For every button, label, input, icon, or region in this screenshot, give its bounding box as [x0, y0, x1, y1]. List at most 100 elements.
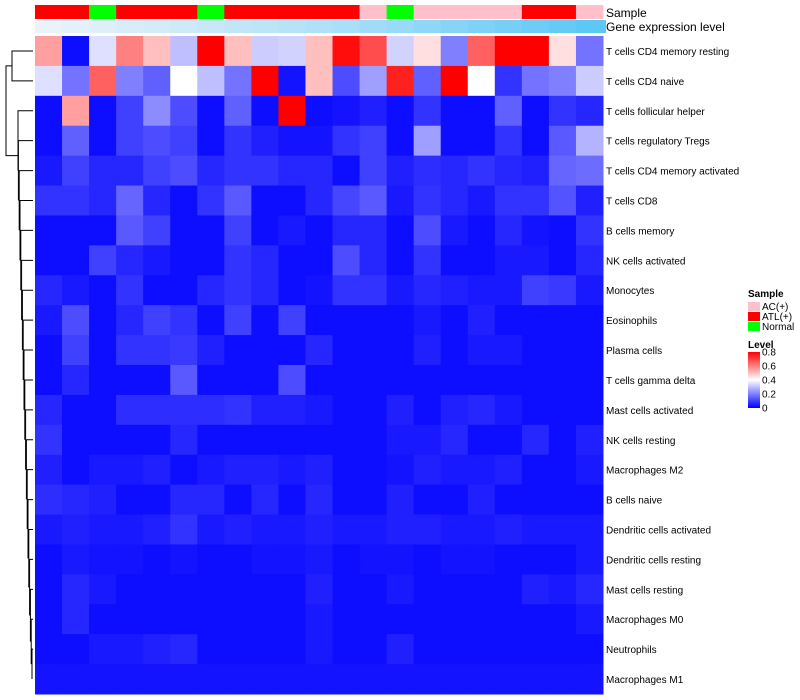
- heatmap-cell: [143, 185, 171, 216]
- heatmap-cell: [197, 155, 225, 187]
- row-label: T cells regulatory Tregs: [606, 137, 710, 148]
- heatmap-cell: [359, 574, 388, 605]
- heatmap-cell: [548, 245, 577, 276]
- level-annotation-cell: [251, 20, 279, 33]
- heatmap-cell: [521, 484, 550, 516]
- heatmap-cell: [440, 245, 469, 276]
- sample-annotation-cell: [62, 5, 90, 19]
- heatmap-cell: [548, 634, 577, 665]
- heatmap-cell: [521, 365, 550, 396]
- heatmap-cell: [224, 335, 252, 366]
- level-annotation-cell: [548, 20, 577, 33]
- heatmap-cell: [89, 155, 117, 187]
- level-annotation-cell: [603, 20, 606, 33]
- heatmap-cell: [278, 484, 306, 516]
- heatmap-cell: [35, 36, 63, 67]
- heatmap-cell: [386, 544, 415, 575]
- heatmap-cell: [494, 185, 523, 216]
- heatmap-cell: [548, 335, 577, 366]
- heatmap-cell: [548, 424, 577, 456]
- heatmap-cell: [197, 574, 225, 605]
- heatmap-cell: [575, 335, 604, 366]
- heatmap-cell: [386, 335, 415, 366]
- heatmap-cell: [197, 36, 225, 67]
- heatmap-cell: [197, 95, 225, 127]
- heatmap-cell: [575, 65, 604, 97]
- heatmap-cell: [62, 36, 90, 67]
- sample-annotation-cell: [575, 5, 604, 19]
- heatmap-cell: [224, 544, 252, 575]
- heatmap-cell: [251, 394, 279, 426]
- heatmap-cell: [440, 365, 469, 396]
- heatmap-cell: [494, 664, 523, 695]
- row-label: Dendritic cells activated: [606, 526, 711, 537]
- heatmap-cell: [467, 335, 496, 366]
- heatmap-cell: [494, 275, 523, 306]
- heatmap-cell: [494, 36, 523, 67]
- heatmap-cell: [35, 664, 63, 695]
- sample-legend-swatch: [748, 312, 760, 321]
- heatmap-cell: [305, 514, 334, 545]
- heatmap-cell: [359, 484, 388, 516]
- heatmap-cell: [494, 634, 523, 665]
- heatmap-cell: [413, 634, 442, 665]
- heatmap-cell: [305, 245, 334, 276]
- heatmap-cell: [197, 454, 225, 486]
- heatmap-cell: [521, 185, 550, 216]
- row-label: T cells CD4 naive: [606, 77, 685, 88]
- heatmap-cell: [440, 544, 469, 575]
- heatmap-cell: [467, 544, 496, 575]
- row-label: T cells CD4 memory resting: [606, 47, 729, 58]
- heatmap-cell: [35, 95, 63, 127]
- heatmap-cell: [170, 95, 198, 127]
- heatmap-cell: [170, 155, 198, 187]
- level-legend-title: Level: [748, 340, 774, 351]
- heatmap-cell: [413, 155, 442, 187]
- heatmap-cell: [305, 424, 334, 456]
- dendrogram-branch: [20, 229, 33, 291]
- heatmap-cell: [386, 424, 415, 456]
- heatmap-cell: [440, 36, 469, 67]
- heatmap-cell: [278, 95, 306, 127]
- heatmap-cell: [143, 275, 171, 306]
- heatmap-cell: [170, 454, 198, 486]
- heatmap-cell: [224, 215, 252, 246]
- heatmap-cell: [332, 155, 361, 187]
- heatmap-cell: [332, 185, 361, 216]
- heatmap-cell: [332, 305, 361, 336]
- heatmap-cell: [305, 454, 334, 486]
- heatmap-cell: [359, 215, 388, 246]
- heatmap-cell: [494, 484, 523, 516]
- heatmap-cell: [386, 365, 415, 396]
- heatmap-cell: [35, 335, 63, 366]
- heatmap-cell: [116, 245, 144, 276]
- heatmap-cell: [359, 245, 388, 276]
- heatmap-cell: [305, 335, 334, 366]
- heatmap-cell: [224, 484, 252, 516]
- heatmap-cell: [35, 365, 63, 396]
- heatmap-cell: [575, 155, 604, 187]
- heatmap-cell: [116, 65, 144, 97]
- row-label: Eosinophils: [606, 316, 657, 327]
- heatmap-cell: [89, 185, 117, 216]
- heatmap-cell: [332, 335, 361, 366]
- heatmap-cell: [548, 185, 577, 216]
- heatmap-cell: [467, 484, 496, 516]
- heatmap-cell: [305, 215, 334, 246]
- heatmap-cell: [521, 215, 550, 246]
- level-annotation-cell: [197, 20, 225, 33]
- heatmap-cell: [116, 335, 144, 366]
- heatmap-cell: [35, 65, 63, 97]
- heatmap-cell: [413, 335, 442, 366]
- heatmap-cell: [89, 394, 117, 426]
- heatmap-cell: [386, 634, 415, 665]
- heatmap-cell: [35, 394, 63, 426]
- heatmap-cell: [440, 454, 469, 486]
- heatmap-cell: [224, 65, 252, 97]
- heatmap-cell: [359, 424, 388, 456]
- heatmap-cell: [305, 664, 334, 695]
- dendrogram-branch: [30, 618, 33, 665]
- dendrogram-branch: [24, 379, 33, 440]
- heatmap-cell: [548, 394, 577, 426]
